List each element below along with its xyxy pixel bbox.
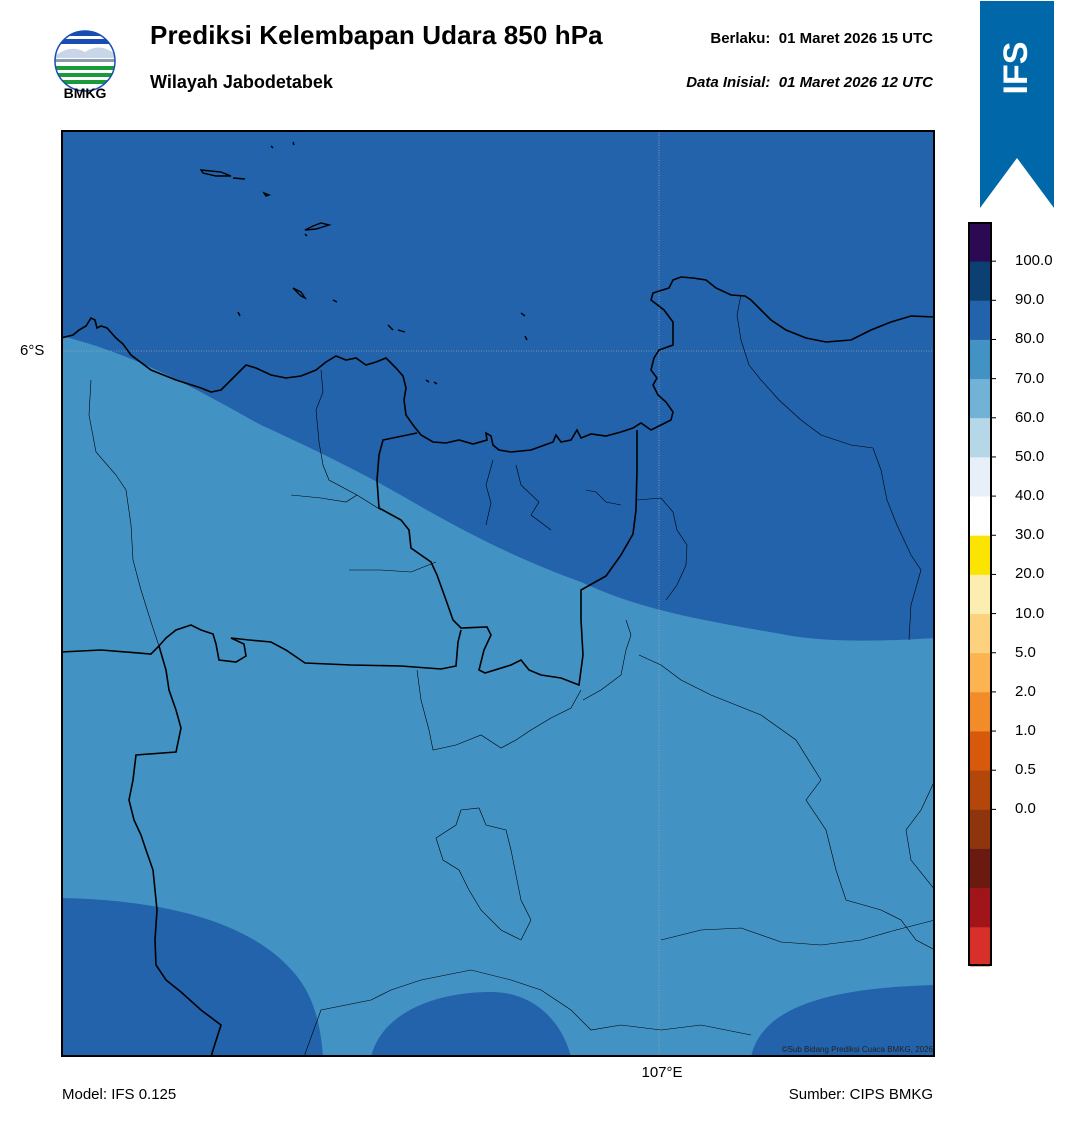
colorbar-segment	[970, 378, 990, 419]
colorbar-segment	[970, 770, 990, 810]
colorbar-label: 60.0	[1015, 408, 1045, 426]
latitude-label: 6°S	[20, 342, 45, 359]
colorbar-label: 80.0	[1015, 330, 1045, 348]
map-copyright: ©Sub Bidang Prediksi Cuaca BMKG, 2026	[782, 1045, 934, 1054]
colorbar-label: 70.0	[1015, 369, 1045, 387]
colorbar-label: 0.0	[1015, 800, 1036, 818]
humidity-band-80-90-southeast	[751, 985, 935, 1057]
colorbar-label: 5.0	[1015, 643, 1036, 661]
ifs-ribbon	[980, 0, 1054, 208]
bmkg-logo-icon	[54, 30, 116, 92]
colorbar-label: 10.0	[1015, 604, 1045, 622]
colorbar-segment	[970, 691, 990, 732]
province-border	[61, 624, 462, 670]
humidity-band-80-90-north	[61, 130, 935, 641]
humidity-band-80-90-southwest	[61, 898, 323, 1057]
page-title: Prediksi Kelembapan Udara 850 hPa	[150, 20, 603, 50]
islands	[199, 141, 528, 385]
valid-label: Berlaku:	[710, 30, 771, 47]
ribbon-label: IFS	[997, 42, 1035, 95]
colorbar-label: 20.0	[1015, 565, 1045, 583]
source-info: Sumber: CIPS BMKG	[788, 1086, 933, 1103]
colorbar-segment	[970, 535, 990, 575]
initial-time: Data Inisial: 01 Maret 2026 12 UTC	[560, 74, 933, 91]
humidity-map: ©Sub Bidang Prediksi Cuaca BMKG, 2026	[61, 130, 935, 1057]
humidity-band-80-90-south	[371, 992, 571, 1057]
colorbar-segment	[970, 222, 990, 262]
initial-value: 01 Maret 2026 12 UTC	[778, 74, 933, 91]
colorbar-label: 40.0	[1015, 487, 1045, 505]
province-border	[128, 645, 222, 1057]
colorbar-label: 50.0	[1015, 447, 1045, 465]
colorbar-label: 100.0	[1015, 252, 1053, 270]
colorbar-label: 0.5	[1015, 761, 1036, 779]
colorbar-segment	[970, 809, 990, 849]
coastline	[61, 276, 935, 453]
colorbar-label: 30.0	[1015, 526, 1045, 544]
colorbar	[968, 222, 996, 967]
colorbar-segment	[970, 300, 990, 340]
colorbar-segment	[970, 261, 990, 301]
colorbar-label: 90.0	[1015, 291, 1045, 309]
colorbar-segment	[970, 496, 990, 536]
regency-borders	[88, 294, 935, 1057]
page-subtitle: Wilayah Jabodetabek	[150, 72, 333, 92]
colorbar-segment	[970, 652, 990, 693]
colorbar-segment	[970, 417, 990, 458]
initial-label: Data Inisial:	[686, 74, 771, 91]
model-info: Model: IFS 0.125	[62, 1086, 177, 1103]
colorbar-segment	[970, 613, 990, 654]
colorbar-segment	[970, 339, 990, 380]
province-border	[376, 430, 638, 687]
colorbar-segment	[970, 887, 990, 928]
colorbar-segment	[970, 848, 990, 889]
valid-time: Berlaku: 01 Maret 2026 15 UTC	[560, 30, 933, 47]
colorbar-segment	[970, 926, 990, 967]
longitude-label: 107°E	[641, 1064, 683, 1081]
svg-text:IFS: IFS	[997, 42, 1035, 95]
valid-value: 01 Maret 2026 15 UTC	[778, 30, 933, 47]
logo-text: BMKG	[63, 85, 107, 101]
colorbar-label: 2.0	[1015, 682, 1036, 700]
colorbar-segment	[970, 731, 990, 771]
colorbar-segment	[970, 574, 990, 614]
colorbar-segment	[970, 456, 990, 497]
colorbar-label: 1.0	[1015, 722, 1036, 740]
